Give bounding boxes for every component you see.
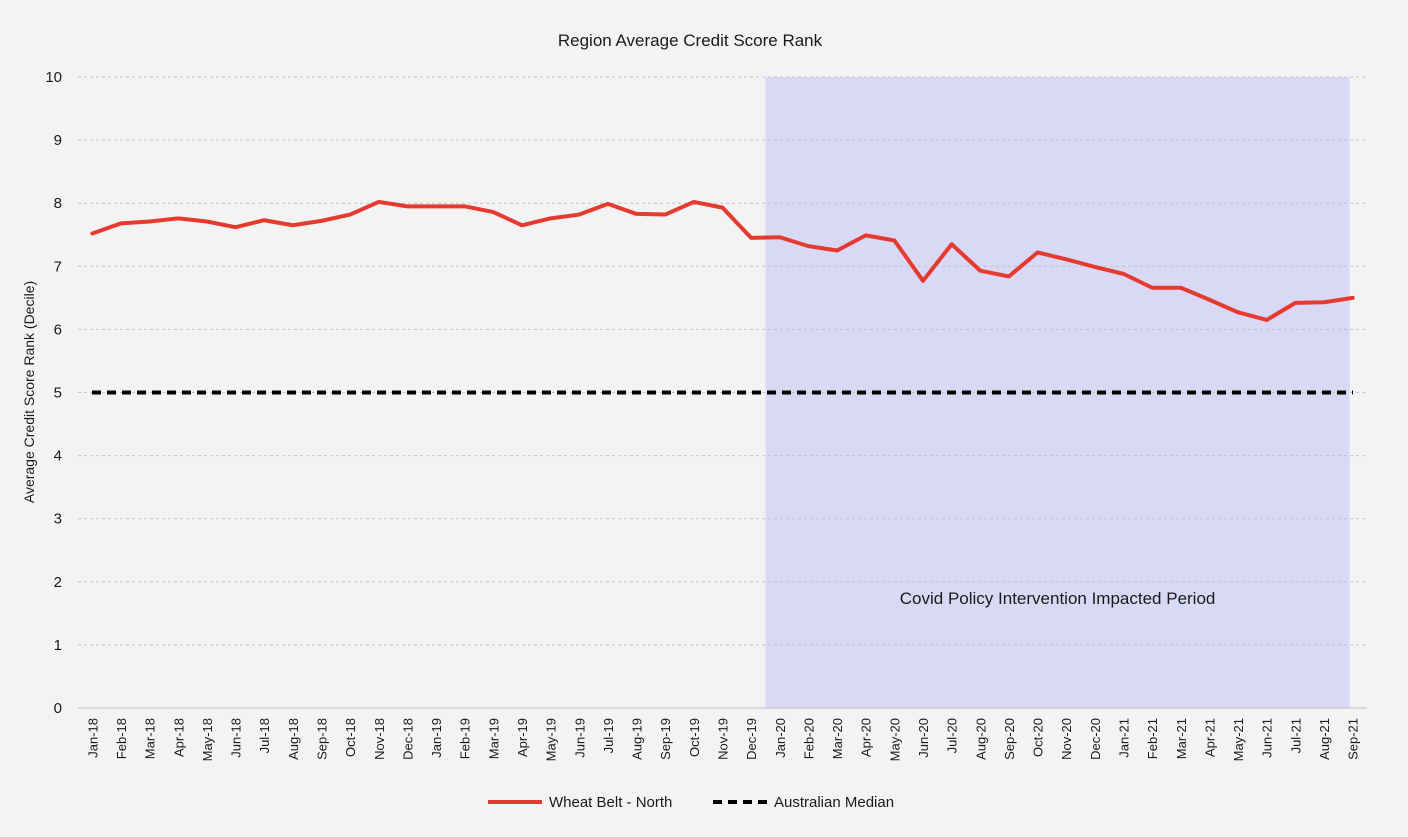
x-tick-label: Apr-18 [171,718,186,757]
x-tick-label: Apr-20 [859,718,874,757]
y-tick-label: 9 [54,132,62,149]
x-tick-label: Oct-20 [1031,718,1046,757]
x-tick-label: Aug-19 [630,718,645,760]
x-tick-label: Nov-20 [1059,718,1074,760]
x-tick-label: Mar-19 [486,718,501,759]
y-tick-label: 6 [54,321,62,338]
x-tick-label: Jul-21 [1288,718,1303,753]
x-tick-label: Dec-20 [1088,718,1103,760]
x-tick-label: Mar-20 [830,718,845,759]
y-tick-label: 5 [54,385,62,402]
wheat-belt-north-line [90,199,1355,322]
x-tick-label: May-20 [887,718,902,761]
x-axis-ticks: Jan-18 Feb-18 Mar-18 Apr-18 May-18 Jun-18 Jul-… [85,718,1360,761]
x-tick-label: Sep-21 [1346,718,1361,760]
x-tick-label: Jul-19 [601,718,616,753]
x-tick-label: Aug-20 [973,718,988,760]
x-tick-label: Apr-19 [515,718,530,757]
covid-period-label: Covid Policy Intervention Impacted Perio… [900,589,1216,608]
x-tick-label: Jan-18 [85,718,100,758]
x-tick-label: Jan-19 [429,718,444,758]
y-axis-label: Average Credit Score Rank (Decile) [21,281,37,503]
x-tick-label: Feb-18 [114,718,129,759]
y-tick-label: 0 [54,700,62,717]
x-tick-label: Jun-21 [1260,718,1275,758]
x-tick-label: Oct-19 [687,718,702,757]
x-tick-label: Jan-20 [773,718,788,758]
x-tick-label: Nov-18 [372,718,387,760]
x-tick-label: Nov-19 [716,718,731,760]
x-tick-label: Feb-19 [458,718,473,759]
legend-label: Australian Median [774,794,894,811]
x-tick-label: Jul-20 [945,718,960,753]
x-tick-label: May-18 [200,718,215,761]
y-axis-ticks: 0 1 2 3 4 5 6 7 8 9 10 [45,69,62,717]
y-tick-label: 1 [54,637,62,654]
x-tick-label: Jun-19 [572,718,587,758]
legend-label: Wheat Belt - North [549,794,672,811]
x-tick-label: Sep-18 [314,718,329,760]
x-tick-label: Jan-21 [1117,718,1132,758]
series-layer [90,199,1355,395]
legend: Wheat Belt - North Australian Median [488,794,894,811]
x-tick-label: Mar-18 [143,718,158,759]
x-tick-label: Jun-18 [229,718,244,758]
x-tick-label: Sep-20 [1002,718,1017,760]
x-tick-label: Dec-19 [744,718,759,760]
x-tick-label: Aug-18 [286,718,301,760]
x-tick-label: Aug-21 [1317,718,1332,760]
x-tick-label: Apr-21 [1202,718,1217,757]
x-tick-label: May-21 [1231,718,1246,761]
gridlines [78,76,1367,709]
x-tick-label: Feb-20 [801,718,816,759]
y-tick-label: 7 [54,258,62,275]
x-tick-label: Jul-18 [257,718,272,753]
x-tick-label: Jun-20 [916,718,931,758]
y-tick-label: 10 [45,69,62,86]
y-tick-label: 8 [54,195,62,212]
x-tick-label: Oct-18 [343,718,358,757]
x-tick-label: Dec-18 [400,718,415,760]
chart-title: Region Average Credit Score Rank [558,31,823,50]
y-tick-label: 3 [54,511,62,528]
y-tick-label: 2 [54,574,62,591]
x-tick-label: Sep-19 [658,718,673,760]
x-tick-label: Feb-21 [1145,718,1160,759]
y-tick-label: 4 [54,448,62,465]
x-tick-label: Mar-21 [1174,718,1189,759]
x-tick-label: May-19 [544,718,559,761]
